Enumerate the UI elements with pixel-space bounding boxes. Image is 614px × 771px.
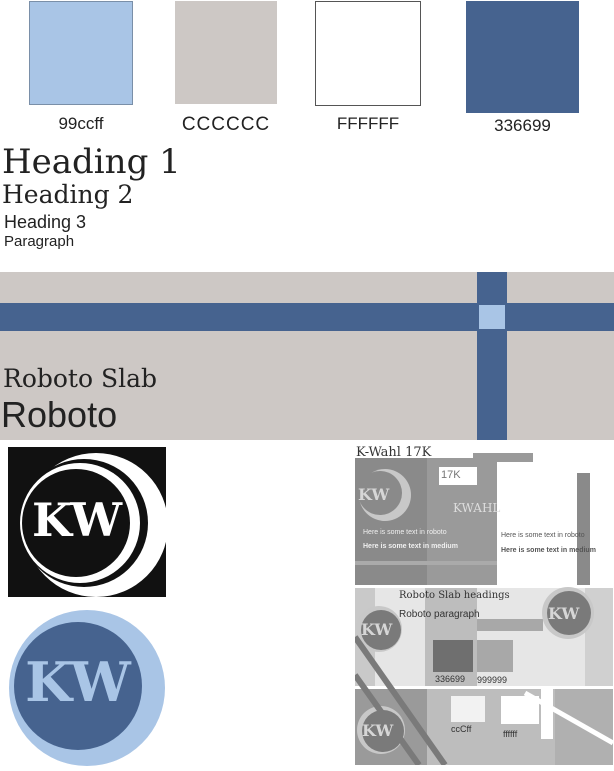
wf-graphics [355,469,613,765]
wf-logo-text-1: KW [358,485,390,504]
wf-text-roboto: Here is some text in roboto [363,529,447,536]
swatch-grey [175,1,277,104]
swatch-light-blue [29,1,133,105]
logo-black-text: KW [32,493,123,547]
swatch-label-white: FFFFFF [336,114,400,133]
wf-badge-box [439,467,477,485]
crescent-logo-graphic [20,453,168,597]
banner-font-roboto-slab: Roboto Slab [3,364,158,393]
banner-horizontal-bar [0,303,614,331]
wf-kwahl: KWAHL [453,501,501,515]
swatch-label-light-blue: 99ccff [58,114,104,133]
wf-logo-text-4: KW [362,721,394,740]
wf-swatch-label-4: ffffff [503,729,518,739]
banner-accent-square [479,305,505,329]
wf-slab-headings: Roboto Slab headings [399,590,510,601]
wireframe-mockup: K-Wahl 17K 17K KW KWAHL Here is some tex… [355,443,613,765]
wf-right-strip [577,473,590,585]
wf-roboto-paragraph: Roboto paragraph [399,609,480,620]
wf-text-medium: Here is some text in medium [363,543,458,550]
wf-text-roboto-2: Here is some text in roboto [501,532,585,539]
paragraph-sample: Paragraph [4,233,75,250]
logo-blue-text: KW [25,650,131,714]
blue-circle-logo-graphic [9,610,165,766]
wf-mid-bar [355,561,497,565]
wf-text-medium-2: Here is some text in medium [501,547,596,554]
swatch-white [315,1,421,106]
wf-swatch-label-3: ccCff [451,724,472,734]
banner-background [0,272,614,440]
swatch-label-dark-blue: 336699 [494,116,551,135]
logo-blue-circle: KW [8,610,166,766]
swatch-dark-blue [466,1,579,113]
wf-logo-text-2: KW [361,620,393,639]
heading-1-sample: Heading 1 [2,142,181,182]
banner-font-roboto: Roboto [1,394,118,435]
heading-2-sample: Heading 2 [2,180,134,209]
wf-top-bar [473,453,533,462]
wf-badge-text: 17K [441,469,461,481]
swatch-label-grey: CCCCCC [181,114,271,135]
wf-logo-text-3: KW [548,604,580,623]
wf-swatch-label-1: 336699 [435,674,466,684]
logo-black-square: KW [8,447,168,597]
heading-3-sample: Heading 3 [4,212,87,232]
banner-vertical-bar [477,272,507,440]
wf-swatch-label-2: 999999 [477,675,508,685]
wf-title: K-Wahl 17K [356,445,432,460]
